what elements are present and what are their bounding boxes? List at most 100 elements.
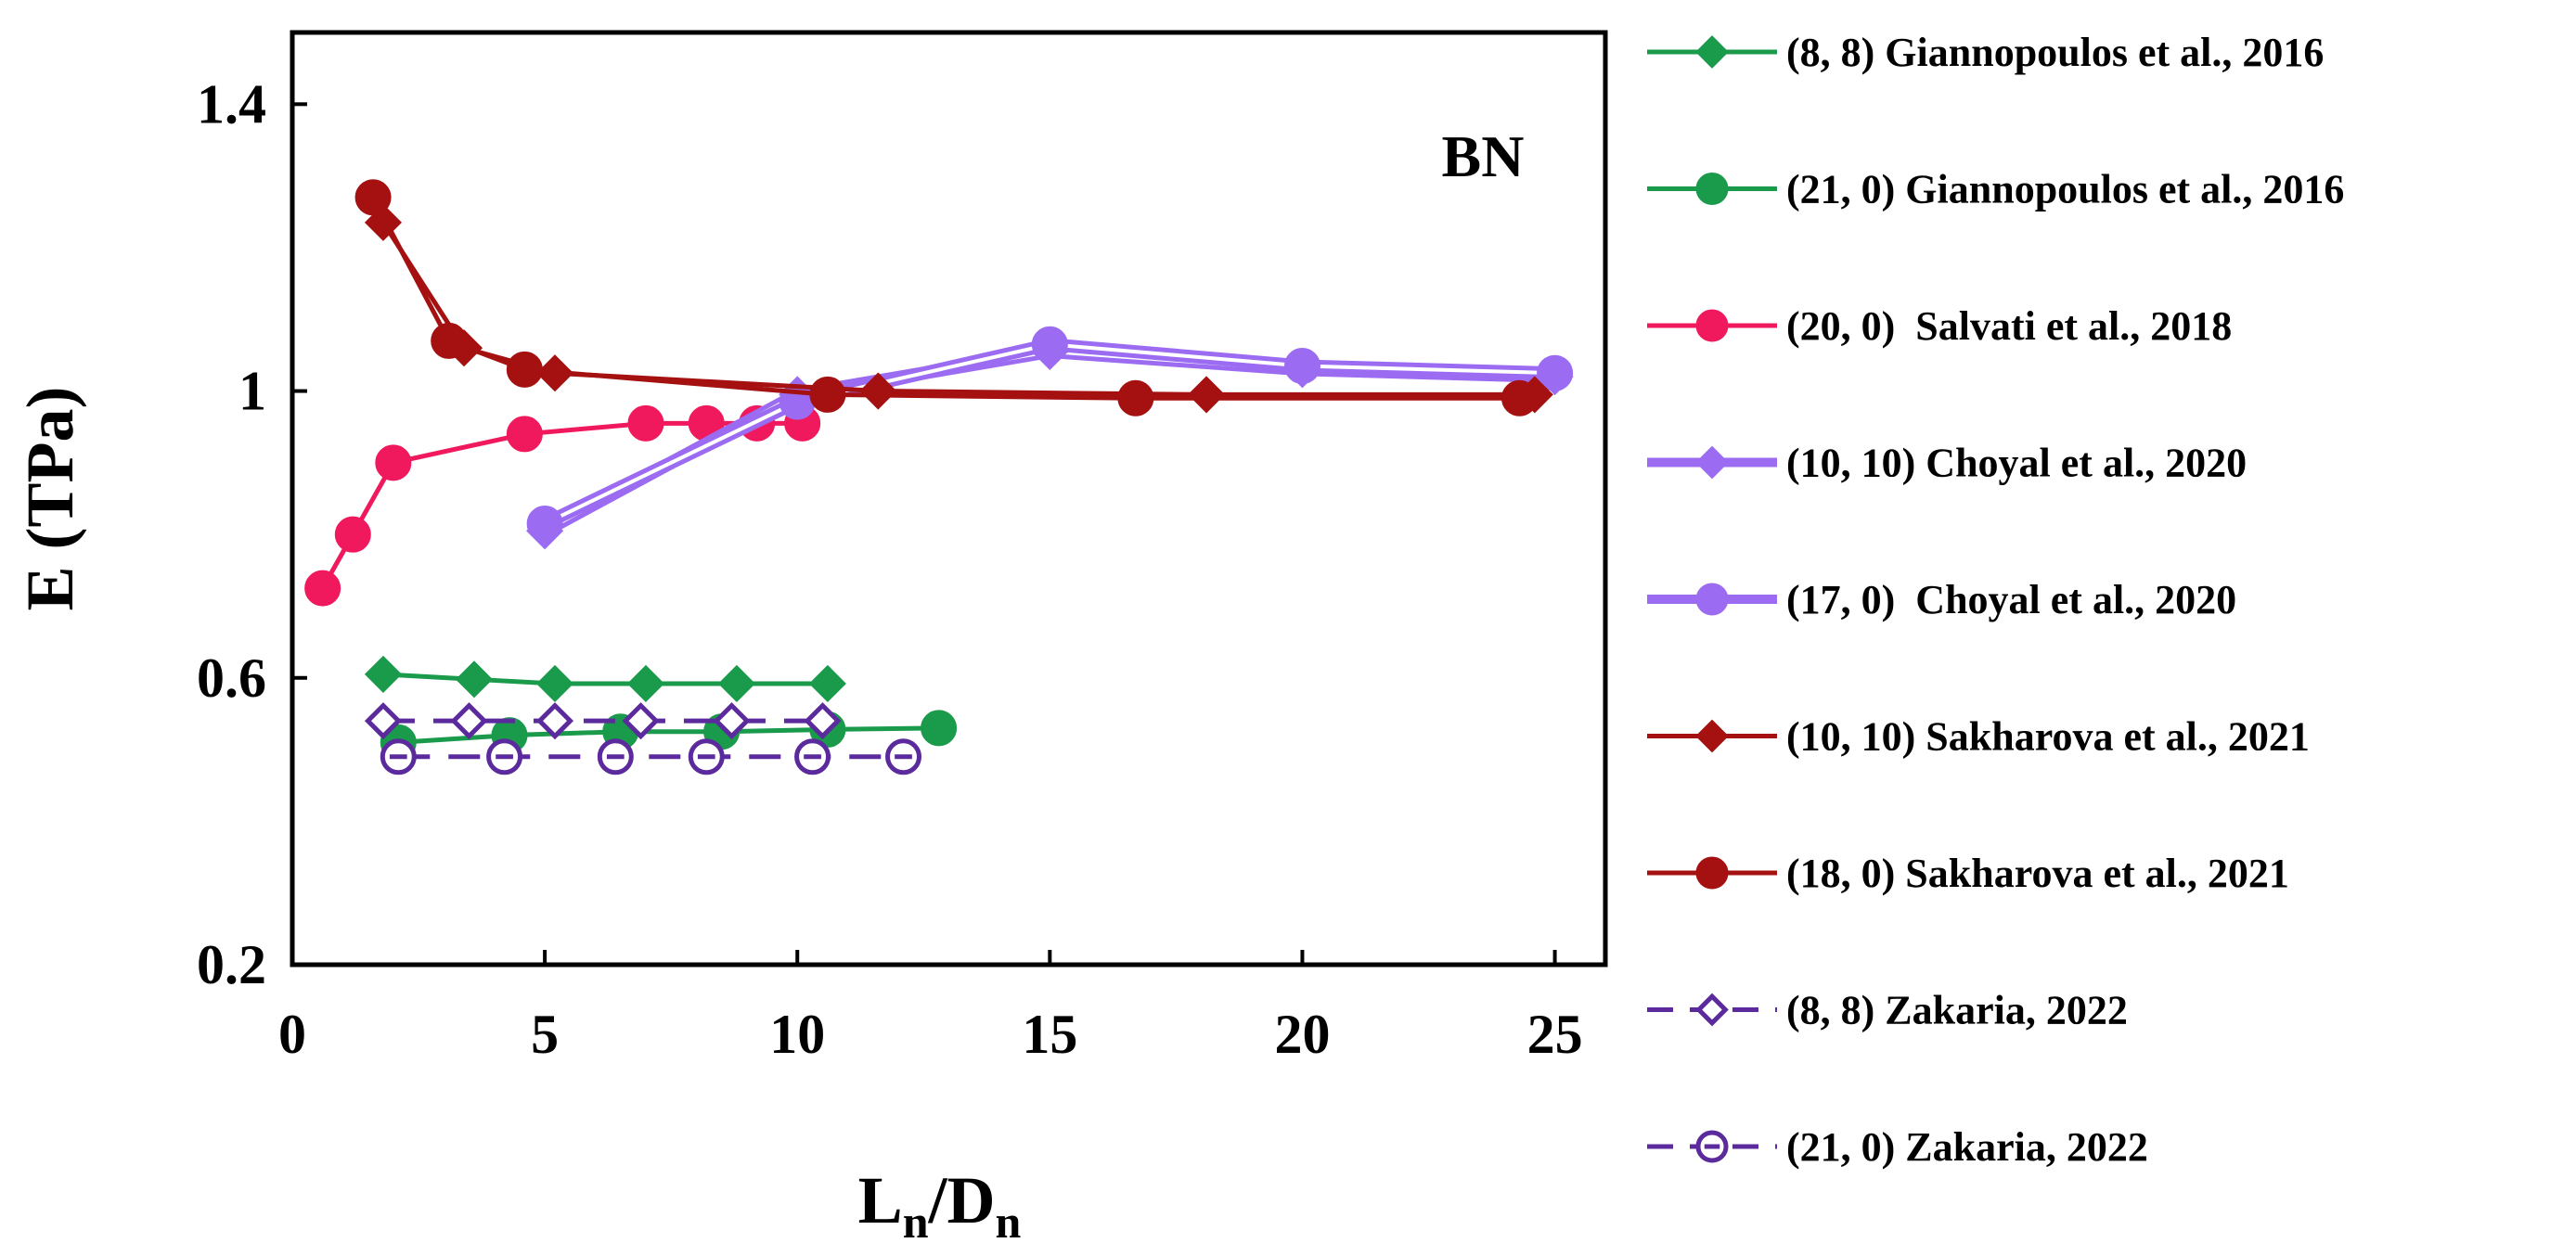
data-point (526, 506, 563, 543)
marker-circle (1501, 379, 1538, 416)
marker-circle (1117, 379, 1154, 416)
data-point (794, 738, 831, 775)
plot-area (304, 179, 1574, 775)
legend-item: (10, 10) Sakharova et al., 2021 (1647, 714, 2310, 760)
legend-label: (8, 8) Giannopoulos et al., 2016 (1786, 30, 2324, 75)
legend-item: (8, 8) Zakaria, 2022 (1647, 988, 2128, 1033)
data-point (506, 351, 543, 388)
plot-frame (290, 30, 1608, 967)
data-point (486, 738, 523, 775)
legend-item: (21, 0) Giannopoulos et al., 2016 (1647, 167, 2344, 212)
marker-circle (304, 570, 341, 607)
data-point (304, 570, 341, 607)
data-point (1283, 347, 1320, 384)
x-tick-label: 10 (769, 1004, 825, 1065)
legend-label: (21, 0) Zakaria, 2022 (1786, 1124, 2148, 1170)
y-axis-title: E (TPa) (13, 387, 87, 611)
series-line (382, 672, 828, 686)
series-0 (364, 655, 846, 702)
series-7 (364, 702, 842, 740)
x-axis-title-sub1: n (903, 1196, 929, 1243)
data-point (597, 738, 634, 775)
series-line (398, 725, 939, 745)
legend-item: (21, 0) Zakaria, 2022 (1647, 1124, 2148, 1170)
legend-marker (1695, 993, 1729, 1027)
marker-circle (627, 404, 664, 442)
marker-circle (375, 444, 412, 481)
marker-circle (1283, 347, 1320, 384)
data-point (535, 664, 574, 702)
x-axis-title: Ln/Dn (858, 1163, 1022, 1243)
legend-label: (18, 0) Sakharova et al., 2021 (1786, 851, 2289, 896)
marker-circle (1537, 354, 1574, 391)
data-point (921, 710, 958, 747)
marker-circle (1031, 326, 1068, 363)
x-tick-label: 5 (531, 1004, 559, 1065)
data-point (455, 660, 493, 698)
data-point (885, 738, 922, 775)
data-point (506, 416, 543, 453)
y-tick-label: 1.4 (197, 73, 266, 135)
marker-circle (1695, 583, 1729, 616)
data-point (859, 372, 897, 410)
x-tick-label: 25 (1527, 1004, 1583, 1065)
legend-marker (1695, 1130, 1729, 1163)
data-point (1031, 326, 1068, 363)
x-tick-label: 20 (1274, 1004, 1330, 1065)
x-tick-label: 0 (278, 1004, 306, 1065)
marker-circle (506, 416, 543, 453)
marker-circle (921, 710, 958, 747)
series-line (370, 196, 1520, 401)
legend-marker (1695, 856, 1729, 890)
data-point (364, 702, 402, 740)
series-4 (526, 326, 1574, 543)
data-point (1117, 379, 1154, 416)
legend-item: (8, 8) Giannopoulos et al., 2016 (1647, 30, 2324, 75)
legend-marker (1695, 583, 1729, 616)
legend-label: (10, 10) Sakharova et al., 2021 (1786, 714, 2310, 760)
data-point (1188, 376, 1226, 414)
legend-item: (20, 0) Salvati et al., 2018 (1647, 303, 2232, 349)
legend-label: (21, 0) Giannopoulos et al., 2016 (1786, 167, 2344, 212)
legend-label: (20, 0) Salvati et al., 2018 (1786, 303, 2232, 349)
legend-marker (1695, 173, 1729, 205)
data-point (627, 404, 664, 442)
legend-label: (8, 8) Zakaria, 2022 (1786, 988, 2128, 1033)
y-tick-label: 1 (238, 361, 266, 422)
y-tick-label: 0.6 (197, 647, 266, 709)
x-axis-title-sep: /D (928, 1163, 996, 1237)
legend-label: (10, 10) Choyal et al., 2020 (1786, 441, 2247, 486)
marker-circle (1695, 856, 1729, 890)
data-point (354, 179, 392, 216)
marker-circle (354, 179, 392, 216)
data-point (375, 444, 412, 481)
data-point (717, 664, 755, 702)
data-point (808, 664, 846, 702)
marker-circle (506, 351, 543, 388)
marker-circle (1695, 309, 1729, 342)
x-axis-title-sub2: n (996, 1196, 1022, 1243)
x-axis-title-main: L (858, 1163, 903, 1237)
data-point (1501, 379, 1538, 416)
legend-item: (10, 10) Choyal et al., 2020 (1647, 441, 2247, 486)
series-5 (364, 203, 1553, 414)
panel-label: BN (1442, 123, 1525, 189)
data-point (364, 655, 402, 693)
data-point (804, 702, 842, 740)
series-2 (304, 404, 821, 607)
legend-label: (17, 0) Choyal et al., 2020 (1786, 577, 2236, 622)
legend-marker (1695, 445, 1729, 480)
axis-ticks: 0 5 10 15 20 25 0.2 0.6 1 1.4 (197, 73, 1583, 1065)
data-point (622, 702, 660, 740)
data-point (688, 738, 725, 775)
data-point (809, 376, 846, 413)
y-tick-label: 0.2 (197, 934, 266, 995)
data-point (334, 516, 371, 553)
legend-marker (1695, 719, 1729, 753)
marker-circle (1695, 173, 1729, 205)
series-6 (354, 179, 1538, 416)
marker-circle (431, 322, 468, 359)
data-point (1537, 354, 1574, 391)
legend-marker (1695, 309, 1729, 342)
